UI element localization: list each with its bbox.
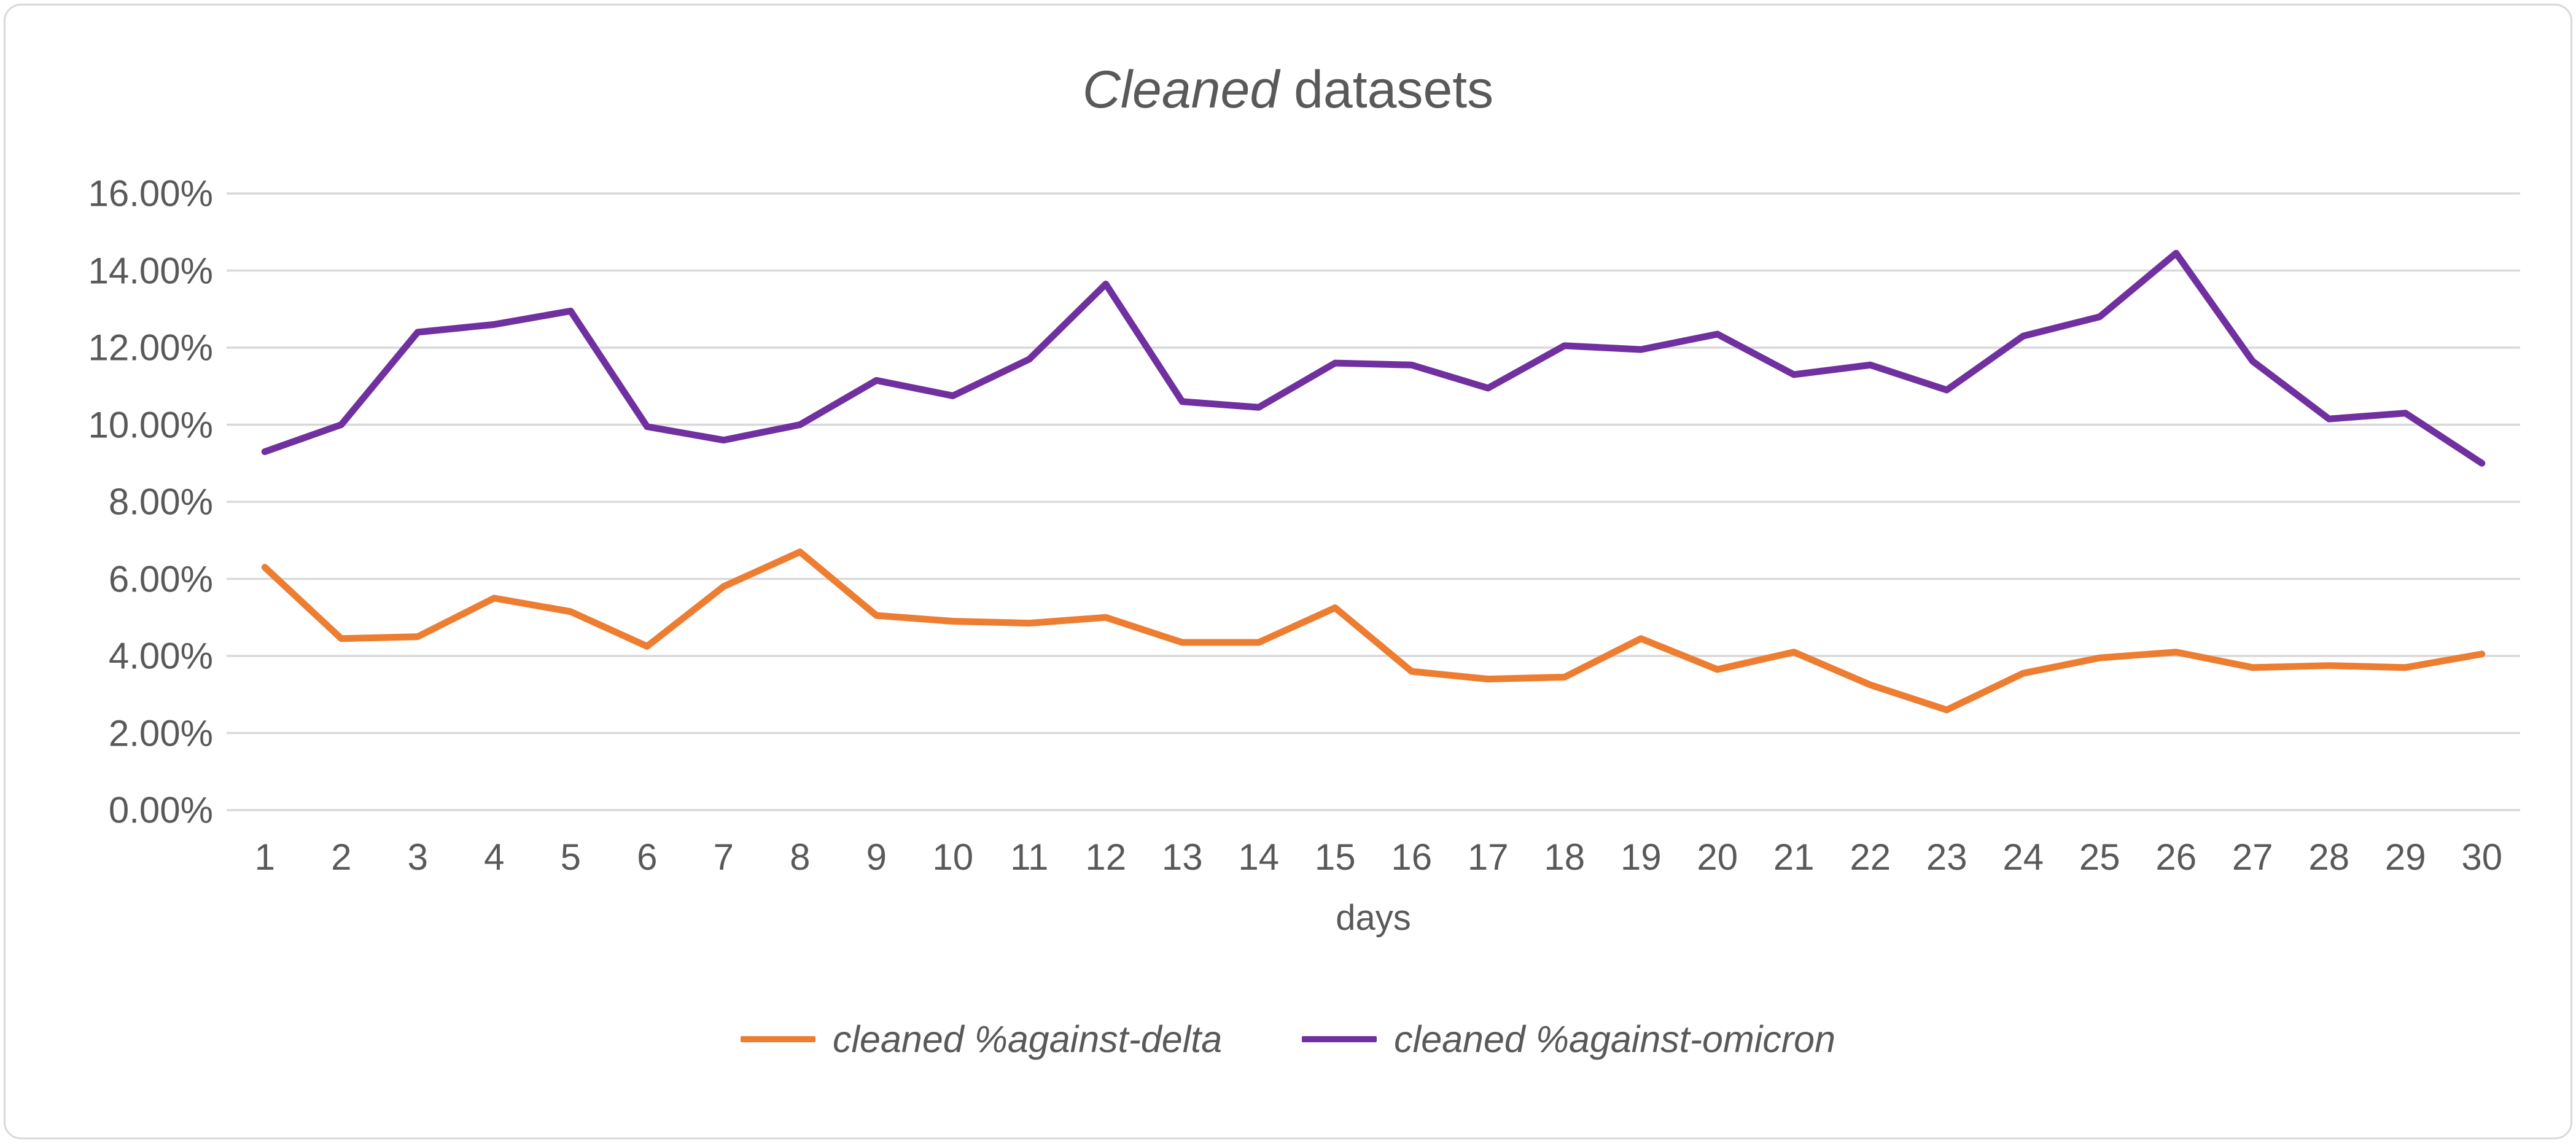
x-axis-tick-label: 24 — [2002, 837, 2044, 878]
y-axis-tick-label: 16.00% — [88, 173, 214, 214]
x-axis-tick-label: 22 — [1850, 837, 1891, 878]
x-axis-tick-label: 2 — [331, 837, 352, 878]
y-axis-tick-label: 6.00% — [108, 558, 213, 599]
legend-item-delta[interactable]: cleaned %against-delta — [741, 1018, 1222, 1061]
x-axis-tick-label: 16 — [1391, 837, 1433, 878]
x-axis-tick-label: 15 — [1314, 837, 1356, 878]
legend: cleaned %against-delta cleaned %against-… — [6, 1018, 2570, 1061]
x-axis-tick-label: 7 — [713, 837, 734, 878]
x-axis-tick-label: 28 — [2308, 837, 2350, 878]
omicron-line-series[interactable] — [261, 249, 2486, 467]
x-axis-tick-label: 19 — [1620, 837, 1662, 878]
x-axis-tick-label: 25 — [2079, 837, 2120, 878]
chart-title-normal-part: datasets — [1279, 60, 1494, 119]
x-axis-title: days — [1336, 898, 1411, 938]
x-axis-tick-label: 29 — [2384, 837, 2426, 878]
delta-line-swatch — [741, 1036, 815, 1042]
y-axis-tick-label: 8.00% — [108, 481, 213, 523]
x-axis-tick-label: 8 — [790, 837, 811, 878]
chart-frame: Cleaned datasets 0.00% 2.00% 4.00% 6.00% 8.0… — [4, 4, 2572, 1139]
plot-area — [227, 192, 2520, 811]
x-axis-tick-label: 12 — [1085, 837, 1127, 878]
x-axis-tick-label: 6 — [637, 837, 658, 878]
x-axis-tick-label: 20 — [1697, 837, 1738, 878]
x-axis-tick-label: 26 — [2155, 837, 2197, 878]
x-axis-tick-label: 23 — [1926, 837, 1967, 878]
x-axis-tick-label: 10 — [932, 837, 974, 878]
x-axis-tick-label: 30 — [2461, 837, 2503, 878]
chart-title-italic-part: Cleaned — [1082, 60, 1280, 119]
y-axis-tick-label: 14.00% — [88, 250, 214, 291]
y-axis-tick-label: 4.00% — [108, 635, 213, 677]
x-axis-tick-label: 21 — [1773, 837, 1815, 878]
x-axis-tick-label: 1 — [254, 837, 275, 878]
x-axis-tick-label: 3 — [407, 837, 428, 878]
x-axis-tick-label: 9 — [866, 837, 887, 878]
legend-label-delta: cleaned %against-delta — [833, 1018, 1223, 1060]
x-axis-tick-label: 17 — [1467, 837, 1509, 878]
x-axis-tick-label: 18 — [1544, 837, 1586, 878]
x-axis-tick-label: 13 — [1161, 837, 1203, 878]
legend-item-omicron[interactable]: cleaned %against-omicron — [1302, 1018, 1835, 1061]
x-axis-tick-label: 11 — [1010, 837, 1049, 878]
y-axis-tick-label: 2.00% — [108, 712, 213, 754]
x-axis-tick-label: 5 — [560, 837, 581, 878]
delta-line-series[interactable] — [261, 548, 2486, 714]
legend-label-omicron: cleaned %against-omicron — [1394, 1018, 1835, 1060]
y-axis-tick-label: 0.00% — [108, 789, 213, 831]
y-axis-tick-label: 10.00% — [88, 404, 214, 445]
chart-title: Cleaned datasets — [6, 60, 2570, 120]
y-axis-tick-label: 12.00% — [88, 327, 214, 369]
x-axis-tick-label: 27 — [2232, 837, 2273, 878]
x-axis-tick-label: 4 — [484, 837, 505, 878]
x-axis-tick-label: 14 — [1238, 837, 1280, 878]
omicron-line-swatch — [1302, 1036, 1377, 1042]
